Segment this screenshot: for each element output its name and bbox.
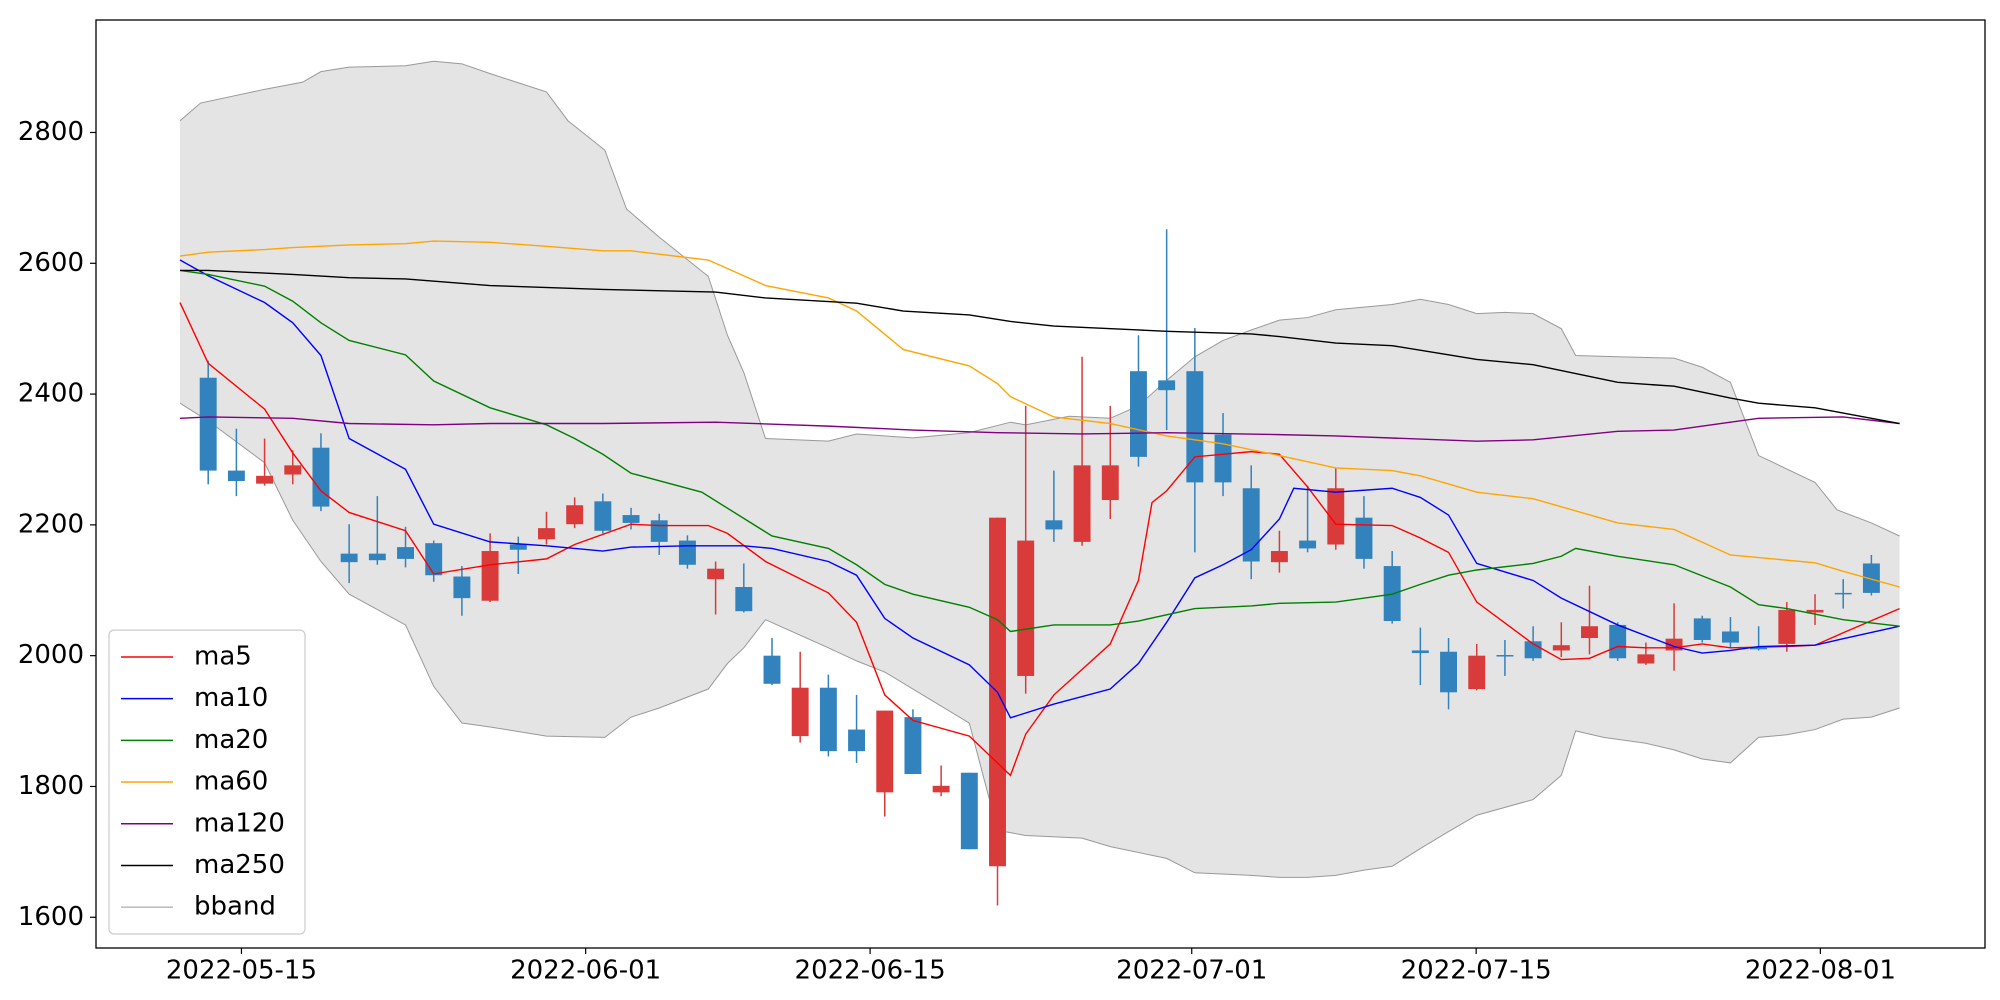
candle-body <box>1693 618 1711 640</box>
candle-body <box>256 475 274 484</box>
candle-body <box>340 553 358 563</box>
candle-body <box>1834 592 1852 595</box>
legend-label: ma60 <box>194 767 268 797</box>
candle-body <box>904 717 922 775</box>
candle-body <box>707 568 725 580</box>
candle-body <box>509 544 527 550</box>
candle-body <box>1609 624 1627 659</box>
candle-body <box>1327 488 1345 545</box>
x-tick-label: 2022-07-01 <box>1116 956 1267 986</box>
candle-body <box>453 576 471 599</box>
y-tick-label: 2600 <box>18 248 84 278</box>
ma-line <box>179 302 1900 777</box>
candle-body <box>425 543 443 576</box>
legend-label: ma250 <box>194 850 285 880</box>
x-tick-label: 2022-07-15 <box>1401 956 1552 986</box>
candle-body <box>199 377 217 471</box>
ma-line <box>179 269 1900 633</box>
plot-area <box>179 60 1900 906</box>
ma-line <box>180 269 1900 425</box>
candle-body <box>819 687 837 752</box>
candle-body <box>1411 650 1429 654</box>
legend-label: ma10 <box>194 683 268 713</box>
candle-body <box>1270 551 1288 563</box>
candle-body <box>566 505 584 525</box>
x-tick-label: 2022-06-15 <box>795 956 946 986</box>
legend-label: ma20 <box>194 725 268 755</box>
x-tick-label: 2022-05-15 <box>166 956 317 986</box>
y-tick-label: 1600 <box>18 902 84 932</box>
legend-label: ma5 <box>194 641 252 671</box>
y-tick-label: 2000 <box>18 640 84 670</box>
band-fill <box>180 61 1900 878</box>
candle-body <box>368 553 386 561</box>
candle-body <box>763 655 781 684</box>
y-tick-label: 2800 <box>18 117 84 147</box>
candle-body <box>312 447 330 507</box>
candle-body <box>1862 563 1880 593</box>
legend-label: bband <box>194 892 276 922</box>
candle-body <box>1355 517 1373 559</box>
candle-body <box>1242 488 1260 562</box>
candle-body <box>1721 631 1739 643</box>
candle-body <box>1130 371 1147 457</box>
axes-frame <box>95 19 1986 949</box>
candle-body <box>1806 609 1824 613</box>
legend: ma5 ma10 ma20 ma60 ma120 ma250 bband <box>108 629 306 935</box>
candle-body <box>1778 609 1796 644</box>
candle-body <box>1581 626 1598 639</box>
candle-body <box>481 551 499 601</box>
y-tick-label: 1800 <box>18 771 84 801</box>
x-tick-label: 2022-06-01 <box>510 956 661 986</box>
candle-body <box>622 515 640 523</box>
x-tick-label: 2022-08-01 <box>1745 956 1896 986</box>
candle-body <box>932 785 950 793</box>
candle-body <box>1468 655 1486 690</box>
candle-body <box>227 470 245 482</box>
candle-body <box>1214 434 1232 483</box>
candle-body <box>791 687 809 737</box>
candle-body <box>678 540 696 565</box>
candle-body <box>397 547 414 559</box>
candle-body <box>650 520 668 542</box>
candle-body <box>735 587 753 612</box>
ma-line <box>179 240 1900 588</box>
y-tick-label: 2400 <box>18 379 84 409</box>
candle-body <box>876 710 894 793</box>
candle-body <box>284 465 302 475</box>
candle-body <box>1017 540 1035 676</box>
legend-box <box>108 629 306 935</box>
candle-body <box>960 772 978 850</box>
ma-line <box>179 416 1900 442</box>
candle-body <box>848 729 866 752</box>
candle-body <box>1186 371 1204 483</box>
candle-body <box>1750 647 1768 650</box>
candle-body <box>1101 465 1119 501</box>
band-lower <box>179 402 1900 878</box>
candle-body <box>1045 520 1063 530</box>
candle-body <box>1496 655 1514 657</box>
candle-body <box>1299 540 1317 549</box>
candle-body <box>1073 465 1091 542</box>
candle-body <box>538 528 555 540</box>
candle-body <box>1637 654 1655 664</box>
ma-line <box>179 259 1900 719</box>
candle-body <box>1440 651 1458 693</box>
candle-body <box>1552 645 1570 651</box>
y-tick-label: 2200 <box>18 509 84 539</box>
legend-label: ma120 <box>194 808 285 838</box>
candle-body <box>1665 638 1683 651</box>
candle-body <box>594 501 612 531</box>
candle-body <box>1158 380 1176 391</box>
